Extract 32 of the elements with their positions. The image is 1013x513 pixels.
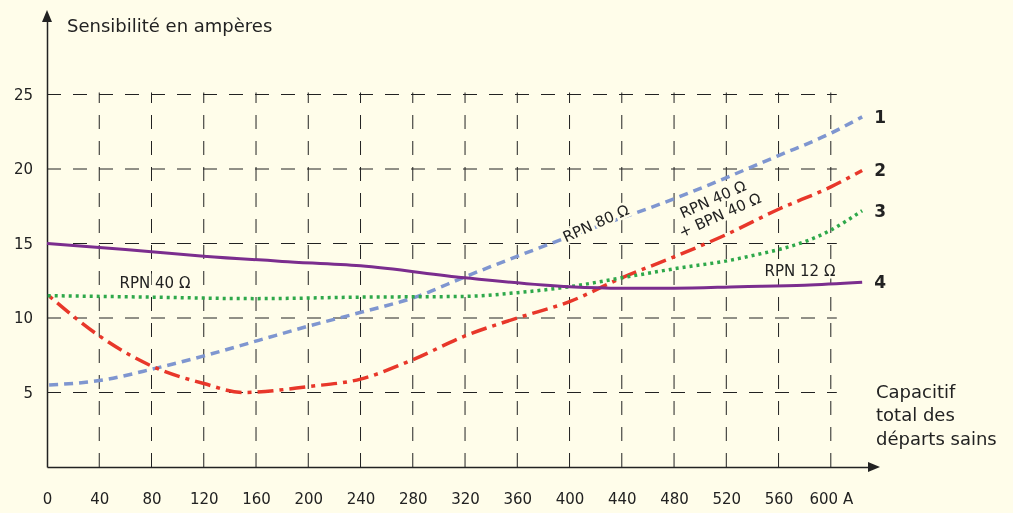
y-tick-label: 15 <box>13 234 33 253</box>
x-tick-label: 80 <box>142 489 162 508</box>
y-tick-label: 5 <box>23 383 33 402</box>
line-series <box>45 242 864 290</box>
series-label: 3 <box>874 200 887 221</box>
y-axis-title: Sensibilité en ampères <box>67 15 273 36</box>
annotation: RPN 40 Ω + BPN 40 Ω <box>676 176 764 242</box>
x-tick-label: 600 A <box>809 489 854 508</box>
y-tick-label: 10 <box>13 309 33 328</box>
x-axis-title: Capacitif total des départs sains <box>876 381 997 449</box>
x-tick-label: 400 <box>555 489 585 508</box>
y-tick-label: 20 <box>13 160 33 179</box>
annotation: RPN 12 Ω <box>764 262 836 280</box>
x-tick-label: 200 <box>294 489 324 508</box>
series-label: 2 <box>874 160 887 181</box>
x-tick-label: 240 <box>346 489 376 508</box>
series-label: 4 <box>874 272 887 293</box>
annotation: RPN 80 Ω <box>559 200 632 247</box>
x-tick-label: 40 <box>90 489 110 508</box>
x-tick-label: 480 <box>660 489 689 508</box>
x-tick-label: 520 <box>712 489 742 508</box>
annotation: RPN 40 Ω <box>119 274 191 292</box>
y-tick-label: 25 <box>13 85 33 104</box>
x-tick-label: 440 <box>607 489 637 508</box>
x-tick-label: 0 <box>42 489 53 508</box>
x-tick-label: 320 <box>451 489 480 508</box>
x-tick-label: 120 <box>189 489 219 508</box>
x-tick-label: 160 <box>242 489 271 508</box>
series-label: 1 <box>874 106 887 127</box>
x-tick-label: 560 <box>764 489 794 508</box>
x-tick-label: 280 <box>398 489 428 508</box>
x-tick-label: 360 <box>503 489 533 508</box>
